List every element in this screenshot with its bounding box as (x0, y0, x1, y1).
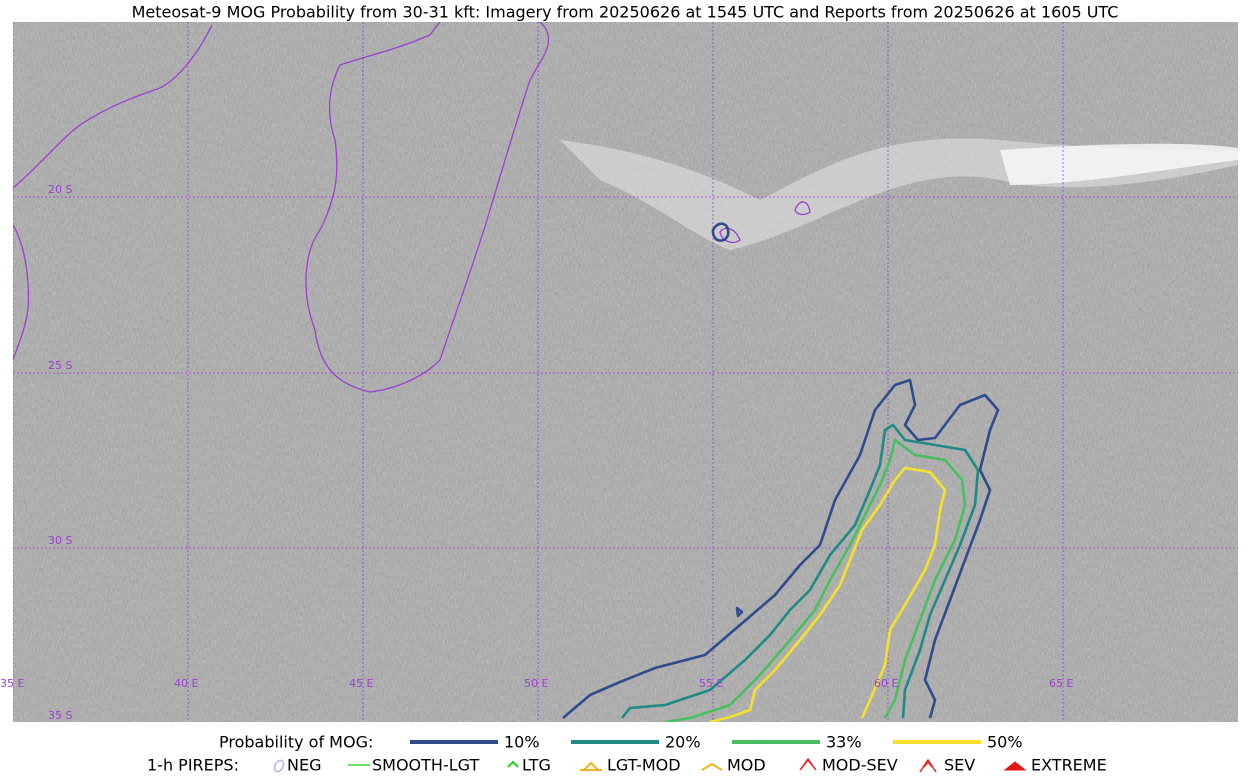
latitude-labels: 20 S 25 S 30 S 35 S (48, 183, 72, 722)
legend-label: LGT-MOD (607, 756, 681, 775)
pirep-symbol (701, 762, 723, 771)
lat-label: 30 S (48, 534, 72, 547)
contour-33 (664, 438, 967, 722)
pirep-symbol (273, 759, 285, 773)
legend-title: 1-h PIREPS: (147, 756, 239, 775)
legend-label: NEG (287, 756, 321, 775)
coastline (13, 24, 213, 189)
legend-label: SEV (944, 756, 975, 775)
pirep-symbol (507, 760, 519, 768)
legend-label: 50% (987, 733, 1023, 752)
lat-label: 20 S (48, 183, 72, 196)
lon-label: 55 E (699, 677, 723, 690)
pirep-symbol (1003, 761, 1027, 771)
cloud-band (1000, 143, 1238, 185)
pirep-symbol (802, 757, 814, 767)
legend-title: Probability of MOG: (219, 733, 373, 752)
legend-label: 20% (665, 733, 701, 752)
legend-label: LTG (522, 756, 551, 775)
coastline (794, 201, 811, 216)
coastline (13, 224, 30, 361)
lon-label: 40 E (174, 677, 198, 690)
contour-10 (711, 222, 730, 242)
image-texture (13, 22, 1238, 722)
lat-label: 35 S (48, 709, 72, 722)
contour-20 (620, 423, 980, 719)
legend-label: 10% (504, 733, 540, 752)
longitude-labels: 35 E 40 E 45 E 50 E 55 E 60 E 65 E (0, 677, 1073, 690)
lon-label: 60 E (874, 677, 898, 690)
contour-50 (709, 466, 947, 722)
lon-label: 35 E (0, 677, 24, 690)
contour-10 (735, 606, 744, 618)
pirep-symbol (923, 760, 933, 768)
legend-label: 33% (826, 733, 862, 752)
lon-label: 50 E (524, 677, 548, 690)
lon-label: 65 E (1049, 677, 1073, 690)
lat-label: 25 S (48, 359, 72, 372)
probability-contours (562, 222, 1000, 722)
legend-label: MOD (727, 756, 766, 775)
pirep-symbol (919, 758, 937, 773)
probability-legend: 10% 20% 33% 50% (410, 733, 1023, 752)
title: Meteosat-9 MOG Probability from 30-31 kf… (132, 3, 1119, 22)
coastline (305, 22, 550, 393)
legend-label: EXTREME (1031, 756, 1107, 775)
lon-label: 45 E (349, 677, 373, 690)
legend: Probability of MOG: 10% 20% 33% 50% 1-h PIR… (147, 733, 1107, 775)
legend-label: MOD-SEV (822, 756, 898, 775)
contour-10 (562, 378, 1000, 719)
pirep-legend: NEG SMOOTH-LGT LTG LGT-MOD MOD MOD-SEV S… (273, 756, 1107, 775)
map (13, 22, 1238, 722)
coastlines (13, 22, 811, 393)
pirep-symbol (583, 761, 599, 771)
pirep-symbol (799, 758, 817, 771)
graticule (13, 22, 1238, 722)
legend-label: SMOOTH-LGT (372, 756, 479, 775)
